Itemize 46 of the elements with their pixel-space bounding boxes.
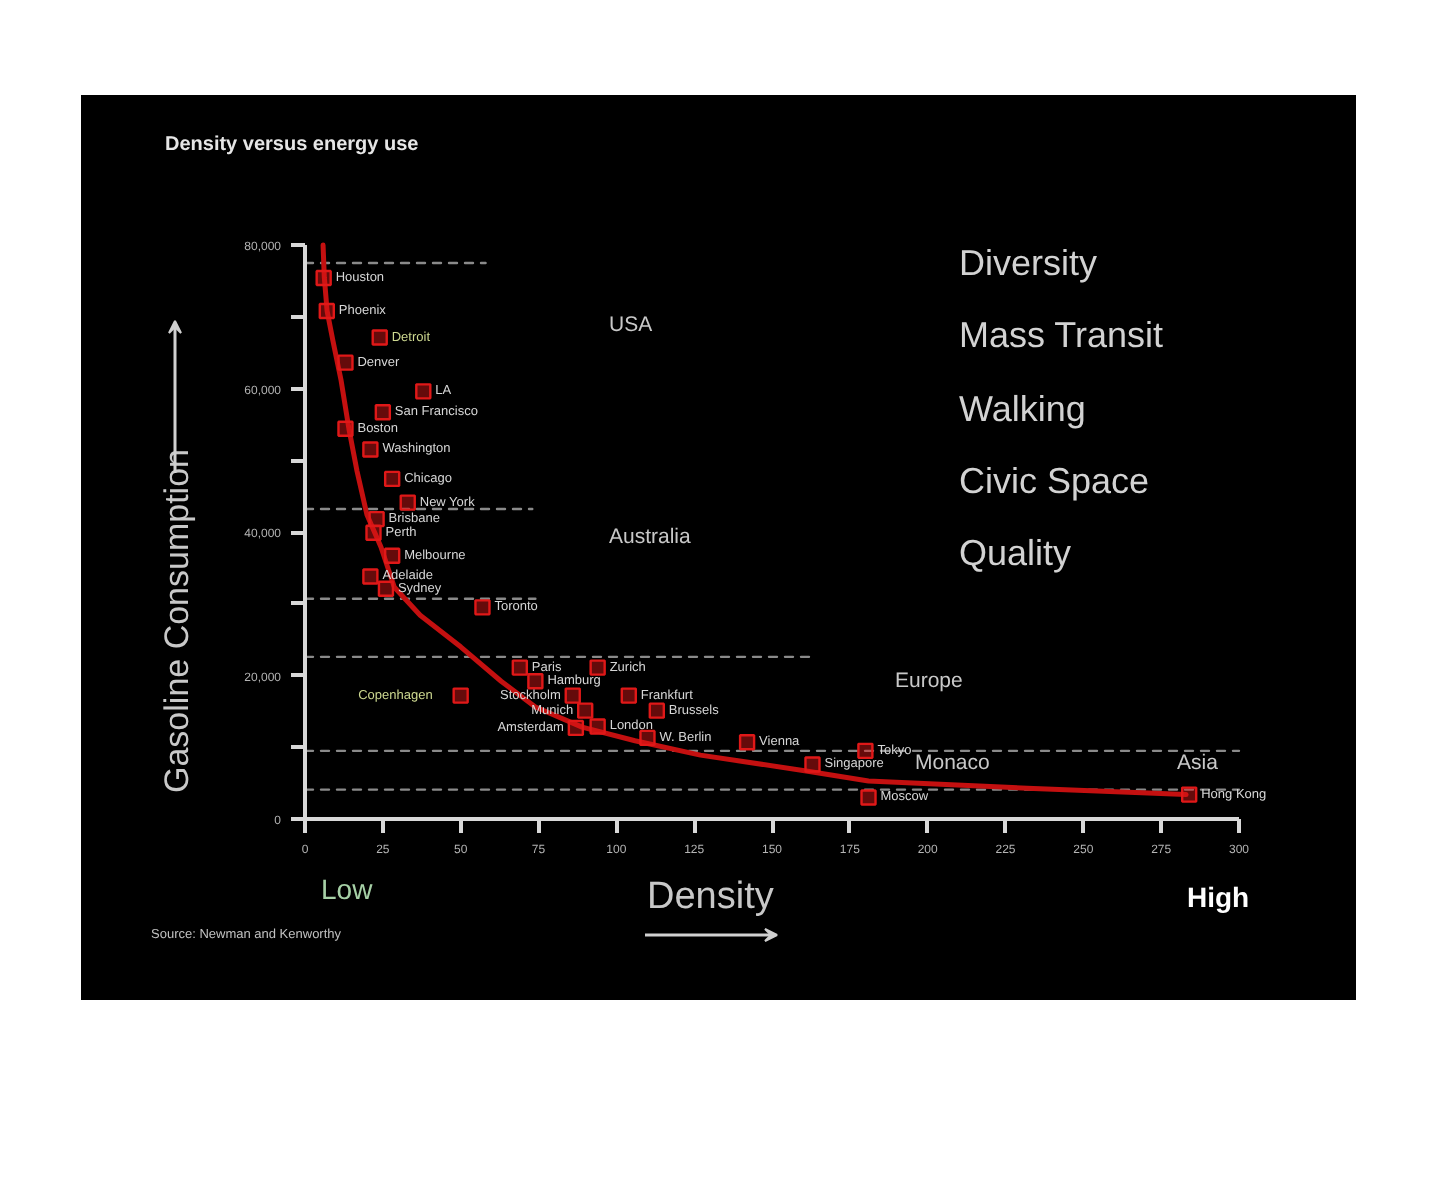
point (415, 383, 432, 400)
point (383, 470, 401, 488)
text: High (1187, 881, 1250, 913)
point (368, 510, 385, 528)
point (527, 673, 544, 690)
point (577, 702, 594, 719)
point (648, 702, 666, 719)
point (374, 403, 392, 421)
point (564, 687, 581, 704)
point (362, 441, 379, 458)
annotation: Diversity (959, 243, 1098, 283)
point (474, 599, 491, 616)
point (860, 789, 877, 806)
point (337, 420, 354, 437)
point (620, 687, 637, 704)
point (567, 719, 585, 737)
point (804, 756, 821, 773)
chart-title: Density versus energy use (165, 134, 420, 156)
annotation: Australia (609, 525, 692, 549)
point (315, 269, 332, 287)
annotation: Civic Space (959, 461, 1150, 501)
point (337, 354, 354, 371)
point (399, 494, 416, 511)
annotation: USA (609, 313, 653, 337)
annotation: Europe (895, 669, 964, 693)
point (318, 302, 335, 320)
text: Low (321, 873, 375, 905)
annotation: Quality (959, 533, 1072, 573)
point (589, 659, 606, 676)
point (639, 729, 656, 747)
point (383, 547, 401, 564)
point (1180, 786, 1198, 803)
point (738, 734, 756, 751)
annotation: Monaco (915, 751, 991, 775)
point (371, 329, 388, 346)
point (365, 524, 382, 541)
annotation: Mass Transit (959, 315, 1164, 355)
point (511, 659, 529, 676)
y-axis-title: Gasoline Consumption (158, 449, 196, 793)
point (452, 687, 469, 704)
point (362, 568, 379, 585)
x-axis-title: Density (647, 876, 775, 918)
point (377, 580, 395, 597)
annotation: Asia (1177, 751, 1219, 775)
annotation: Walking (959, 389, 1086, 429)
point (589, 718, 606, 735)
